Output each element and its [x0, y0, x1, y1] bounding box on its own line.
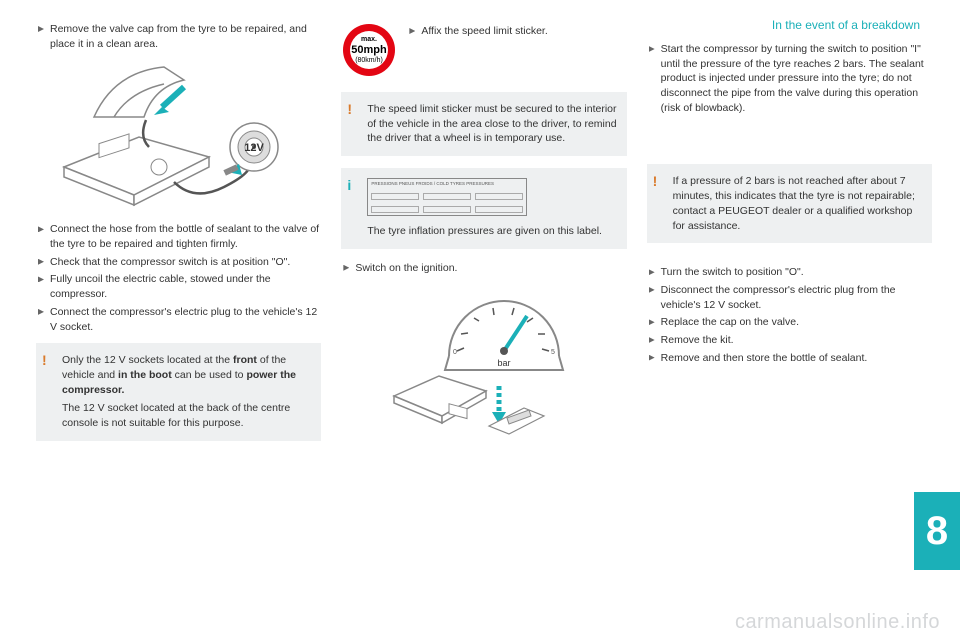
list-item: Replace the cap on the valve. [647, 315, 932, 330]
page-body: Remove the valve cap from the tyre to be… [0, 0, 960, 640]
list-item: Check that the compressor switch is at p… [36, 255, 321, 270]
note-text-2: The 12 V socket located at the back of t… [62, 401, 311, 430]
socket-label: 12V [244, 142, 264, 154]
list-item: Turn the switch to position "O". [647, 265, 932, 280]
info-icon: i [347, 176, 351, 196]
warning-icon: ! [653, 172, 658, 192]
svg-text:50mph: 50mph [352, 44, 388, 56]
list-item: Start the compressor by turning the swit… [647, 42, 932, 115]
speed-sticker-row: max. 50mph (80km/h) Affix the speed limi… [341, 22, 626, 78]
svg-text:5: 5 [551, 349, 555, 356]
note-text: The speed limit sticker must be secured … [367, 103, 616, 144]
col2-bullets-mid: Switch on the ignition. [341, 261, 626, 279]
svg-text:bar: bar [497, 358, 510, 368]
svg-text:0: 0 [453, 349, 457, 356]
warning-2bars: ! If a pressure of 2 bars is not reached… [647, 164, 932, 243]
warning-12v-socket: ! Only the 12 V sockets located at the f… [36, 343, 321, 440]
list-item: Affix the speed limit sticker. [407, 24, 626, 39]
warning-icon: ! [42, 351, 47, 371]
col1-bullets-top: Remove the valve cap from the tyre to be… [36, 22, 321, 54]
list-item: Connect the hose from the bottle of seal… [36, 222, 321, 251]
chapter-tab: 8 [914, 492, 960, 570]
note-text: If a pressure of 2 bars is not reached a… [673, 175, 915, 231]
watermark: carmanualsonline.info [735, 611, 940, 634]
list-item: Remove the kit. [647, 333, 932, 348]
column-1: Remove the valve cap from the tyre to be… [36, 22, 321, 630]
col1-bullets-mid: Connect the hose from the bottle of seal… [36, 222, 321, 337]
warning-icon: ! [347, 100, 352, 120]
column-3: Start the compressor by turning the swit… [647, 22, 932, 630]
column-2: max. 50mph (80km/h) Affix the speed limi… [341, 22, 626, 630]
info-tyre-pressures: i PRESSIONS PNEUS FROIDS / COLD TYRES PR… [341, 168, 626, 249]
list-item: Remove and then store the bottle of seal… [647, 351, 932, 366]
svg-text:(80km/h): (80km/h) [356, 57, 384, 64]
list-item: Disconnect the compressor's electric plu… [647, 283, 932, 312]
tyre-pressure-label-graphic: PRESSIONS PNEUS FROIDS / COLD TYRES PRES… [367, 178, 527, 216]
illustration-compressor: 12V [36, 62, 321, 212]
illustration-gauge: bar 0 5 [341, 286, 626, 436]
breadcrumb: In the event of a breakdown [772, 18, 920, 32]
col3-bullets-top: Start the compressor by turning the swit… [647, 42, 932, 118]
note-text: Only the 12 V sockets located at the fro… [62, 354, 296, 395]
list-item: Remove the valve cap from the tyre to be… [36, 22, 321, 51]
svg-text:max.: max. [361, 36, 377, 43]
note-text: The tyre inflation pressures are given o… [367, 224, 616, 239]
list-item: Connect the compressor's electric plug t… [36, 305, 321, 334]
col3-bullets-bot: Turn the switch to position "O". Disconn… [647, 265, 932, 368]
speed-limit-badge: max. 50mph (80km/h) [341, 22, 397, 78]
col2-bullets-top: Affix the speed limit sticker. [407, 24, 626, 42]
list-item: Fully uncoil the electric cable, stowed … [36, 272, 321, 301]
warning-speed-sticker: ! The speed limit sticker must be secure… [341, 92, 626, 156]
list-item: Switch on the ignition. [341, 261, 626, 276]
